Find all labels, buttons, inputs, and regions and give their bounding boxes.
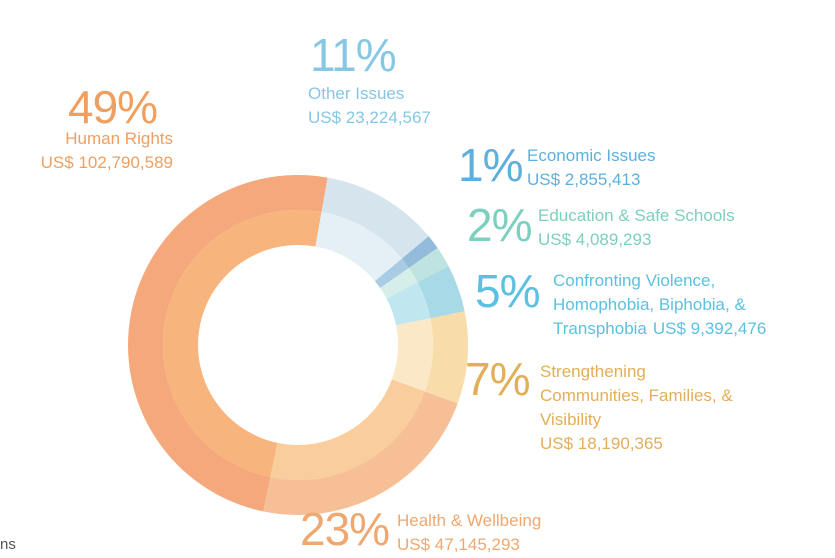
percent-label: 7%	[465, 353, 530, 405]
category-name: Economic Issues	[527, 146, 656, 165]
segment-label: Education & Safe Schools US$ 4,089,293	[538, 204, 798, 252]
segment-outer	[321, 177, 429, 259]
segment-outer	[263, 391, 458, 516]
category-name: Strengthening Communities, Families, & V…	[540, 362, 733, 429]
category-name: Human Rights	[65, 129, 173, 148]
segment-label: Strengthening Communities, Families, & V…	[540, 360, 740, 456]
category-name: Health & Wellbeing	[397, 511, 542, 530]
segment-inner	[163, 210, 322, 478]
percent-label: 2%	[467, 199, 532, 251]
segment-inner	[380, 267, 418, 299]
segment-inner	[315, 212, 402, 282]
segment-outer	[127, 174, 328, 512]
percent-label: 5%	[475, 265, 540, 317]
percent-label: 49%	[68, 81, 158, 133]
amount-label: US$ 47,145,293	[397, 535, 520, 554]
amount-label: US$ 2,855,413	[527, 170, 641, 189]
segment-inner	[391, 318, 433, 392]
segment-outer	[424, 311, 468, 404]
segment-label: Economic Issues US$ 2,855,413	[527, 144, 727, 192]
segment-outer	[417, 265, 465, 319]
segment-outer	[401, 236, 438, 268]
amount-label: US$ 18,190,365	[540, 434, 663, 453]
category-name: Confronting Violence, Homophobia, Biphob…	[553, 271, 746, 338]
segment-inner	[374, 258, 409, 288]
amount-label: US$ 4,089,293	[538, 230, 652, 249]
segment-label: Confronting Violence, Homophobia, Biphob…	[553, 269, 778, 341]
segment-label: Other Issues US$ 23,224,567	[308, 82, 508, 130]
amount-label: US$ 23,224,567	[308, 108, 431, 127]
category-name: Other Issues	[308, 84, 405, 103]
amount-label: US$ 102,790,589	[40, 153, 173, 172]
segment-inner	[386, 282, 431, 326]
segment-label: Human Rights US$ 102,790,589	[0, 127, 173, 175]
segment-label: Health & Wellbeing US$ 47,145,293	[397, 509, 597, 557]
percent-label: 1%	[458, 139, 523, 191]
amount-label: US$ 9,392,476	[652, 319, 767, 338]
footer-fragment: ns	[0, 536, 16, 553]
percent-label: 11%	[310, 29, 397, 81]
percent-label: 23%	[300, 503, 390, 555]
segment-outer	[408, 247, 449, 283]
category-name: Education & Safe Schools	[538, 206, 735, 225]
segment-inner	[270, 379, 425, 480]
